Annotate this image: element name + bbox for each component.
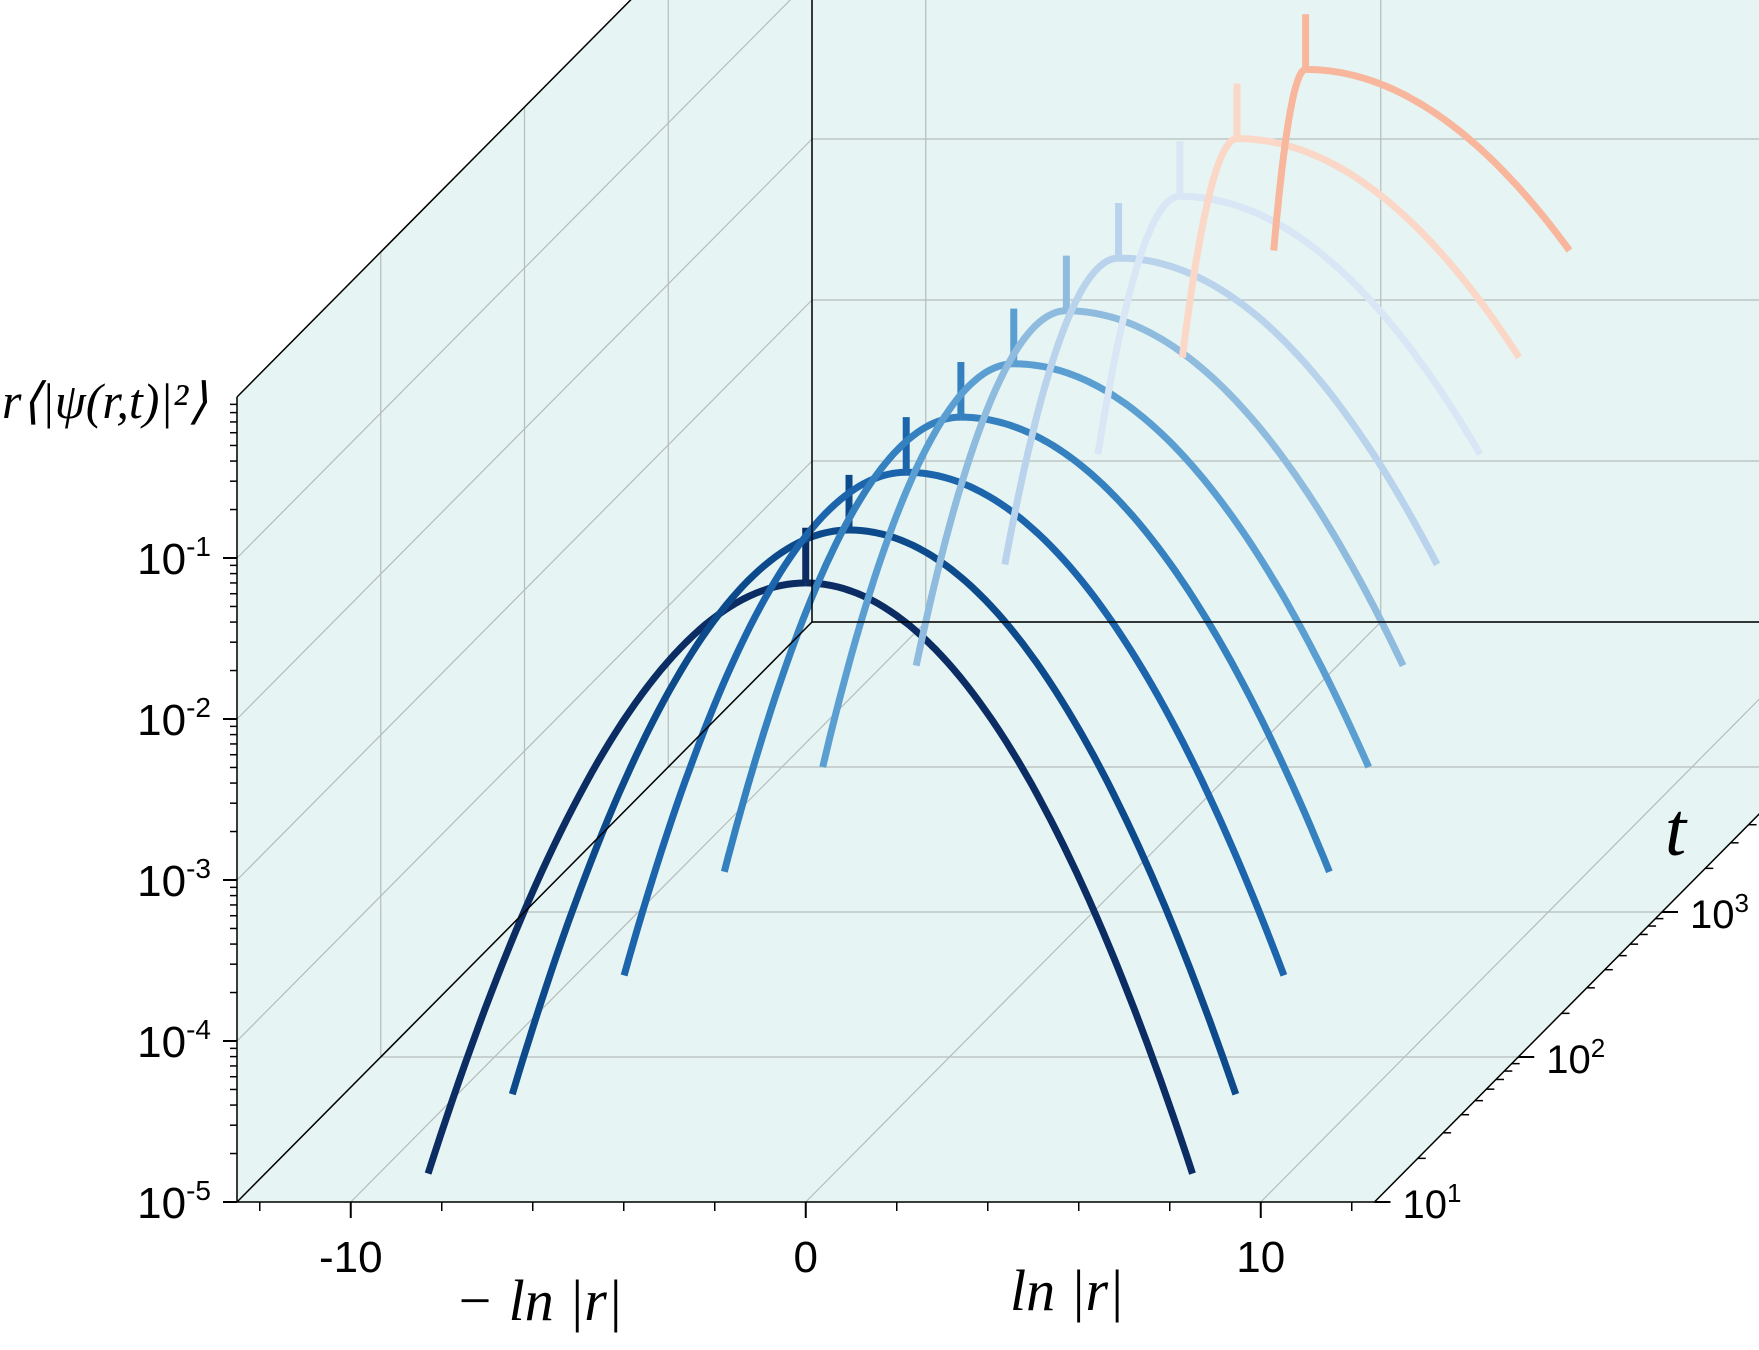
z-tick-label: 10-3 xyxy=(137,853,211,906)
z-tick-label: 10-4 xyxy=(137,1014,211,1067)
t-tick-label: 103 xyxy=(1690,888,1749,937)
z-tick-label: 10-1 xyxy=(137,531,211,584)
grid-line-z-left xyxy=(236,138,813,720)
series-group xyxy=(424,14,1573,1175)
axes-group: 10-110-210-310-410-5-1001010110210310410… xyxy=(137,0,1759,1282)
t-tick-label: 101 xyxy=(1403,1178,1462,1227)
chart-panes xyxy=(237,0,1759,1202)
t-axis-label: t xyxy=(1665,788,1688,872)
grid-line-z-left xyxy=(236,460,813,1042)
series-8 xyxy=(1094,141,1484,456)
series-6-left-branch xyxy=(912,307,1068,667)
series-3-right-branch xyxy=(906,468,1288,977)
z-tick-label: 10-2 xyxy=(137,692,211,745)
grid-line-z-left xyxy=(236,299,813,881)
z-tick-label: 10-5 xyxy=(137,1175,211,1228)
series-10 xyxy=(1270,14,1573,253)
x-axis-label-left: − ln |r| xyxy=(455,1268,623,1333)
x-tick-label: 10 xyxy=(1236,1233,1285,1282)
series-9-left-branch xyxy=(1178,135,1240,358)
series-2-left-branch xyxy=(508,526,850,1096)
series-3-left-branch xyxy=(620,468,907,977)
series-7 xyxy=(1001,202,1441,567)
series-4-right-branch xyxy=(960,413,1333,874)
t-tick-label: 102 xyxy=(1546,1033,1605,1082)
back-pane xyxy=(812,0,1759,622)
z-axis-label: r⟨|ψ(r,t)|²⟩ xyxy=(2,373,208,429)
series-7-right-branch xyxy=(1118,254,1441,567)
x-tick-label: -10 xyxy=(319,1233,383,1282)
series-7-left-branch xyxy=(1001,254,1121,566)
series-5-left-branch xyxy=(819,360,1015,768)
series-1-left-branch xyxy=(424,579,806,1175)
series-8-left-branch xyxy=(1094,192,1182,455)
series-8-right-branch xyxy=(1179,192,1484,456)
series-5-right-branch xyxy=(1013,360,1372,769)
edge-floor-left xyxy=(236,621,813,1203)
grid-line-z-left xyxy=(236,0,792,559)
series-4-left-branch xyxy=(720,413,961,873)
series-10-left-branch xyxy=(1270,65,1309,251)
series-10-right-branch xyxy=(1305,65,1573,253)
series-2-right-branch xyxy=(848,526,1240,1096)
x-tick-label: 0 xyxy=(794,1233,818,1282)
edge-top-left xyxy=(236,0,632,398)
x-axis-label-right: ln |r| xyxy=(1010,1258,1124,1323)
